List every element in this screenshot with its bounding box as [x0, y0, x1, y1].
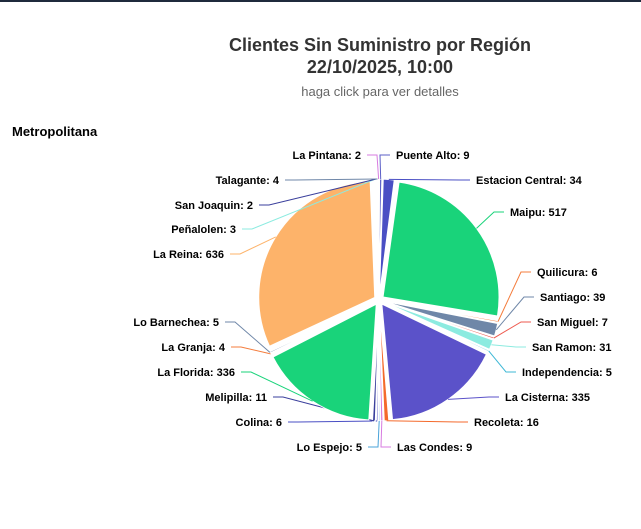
data-label: Lo Barnechea: 5: [133, 317, 219, 329]
region-label: Metropolitana: [12, 124, 98, 139]
data-label: San Joaquin: 2: [175, 200, 253, 212]
data-label: Puente Alto: 9: [396, 150, 470, 162]
data-label: Santiago: 39: [540, 292, 605, 304]
leader-line: [448, 396, 499, 400]
leader-line: [488, 350, 516, 373]
data-label: San Miguel: 7: [537, 317, 608, 329]
data-label: Independencia: 5: [522, 367, 612, 379]
data-label: Maipu: 517: [510, 207, 567, 219]
leader-line: [380, 420, 391, 448]
data-label: Estacion Central: 34: [476, 175, 583, 187]
leader-line: [367, 154, 380, 180]
data-label: Talagante: 4: [216, 175, 280, 187]
leader-line: [242, 178, 376, 230]
data-label: Recoleta: 16: [474, 417, 539, 429]
data-label: La Reina: 636: [153, 249, 224, 261]
pie-slice-estacion-central[interactable]: [378, 178, 395, 296]
leader-line: [225, 321, 271, 353]
leader-line: [388, 178, 470, 181]
data-label: San Ramon: 31: [532, 342, 611, 354]
leader-line: [493, 321, 531, 339]
data-label: La Pintana: 2: [293, 150, 361, 162]
leader-line: [285, 178, 378, 181]
data-label: La Cisterna: 335: [505, 392, 590, 404]
pie-slice-la-pintana[interactable]: [377, 178, 380, 296]
data-label: Peñalolen: 3: [171, 224, 236, 236]
leader-line: [379, 154, 390, 180]
chart-subtitle[interactable]: haga click para ver detalles: [301, 84, 459, 99]
leader-line: [230, 236, 276, 255]
leader-line: [241, 371, 313, 402]
pie-slice-maipu[interactable]: [382, 181, 500, 317]
data-label: Colina: 6: [236, 417, 282, 429]
leader-line: [497, 271, 531, 322]
leader-line: [476, 211, 504, 229]
chart-title: Clientes Sin Suministro por Región: [228, 35, 532, 55]
leader-line: [386, 420, 468, 423]
leader-line: [495, 296, 534, 331]
data-label: La Florida: 336: [157, 367, 235, 379]
leader-line: [368, 420, 380, 448]
data-label: Lo Espejo: 5: [297, 442, 362, 454]
pie-slice-las-condes[interactable]: [378, 304, 384, 422]
data-label: La Granja: 4: [161, 342, 225, 354]
leader-line: [491, 344, 526, 348]
data-label: Quilicura: 6: [537, 267, 598, 279]
data-label: Melipilla: 11: [205, 392, 267, 404]
top-border: [0, 0, 641, 2]
leader-line: [288, 420, 378, 423]
pie-slice-lo-espejo[interactable]: [378, 304, 381, 422]
data-label: Las Condes: 9: [397, 442, 472, 454]
leader-line: [259, 178, 377, 206]
leader-line: [231, 346, 271, 355]
chart-date: 22/10/2025, 10:00: [306, 57, 454, 77]
pie-slice-puente-alto[interactable]: [378, 178, 383, 296]
